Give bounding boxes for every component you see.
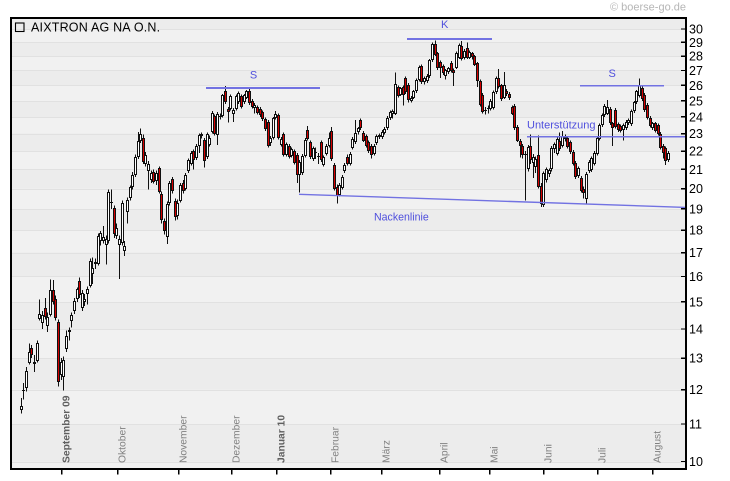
svg-text:Oktober: Oktober — [118, 426, 129, 463]
svg-text:Juni: Juni — [544, 444, 555, 463]
svg-text:20: 20 — [689, 182, 703, 196]
svg-text:September 09: September 09 — [62, 395, 73, 463]
svg-text:Juli: Juli — [598, 448, 609, 463]
svg-text:13: 13 — [689, 352, 703, 366]
svg-text:15: 15 — [689, 295, 703, 309]
svg-text:17: 17 — [689, 246, 703, 260]
svg-text:26: 26 — [689, 79, 703, 93]
svg-text:S: S — [609, 68, 616, 80]
svg-text:11: 11 — [689, 418, 702, 432]
svg-text:Januar 10: Januar 10 — [277, 415, 288, 463]
svg-text:Nackenlinie: Nackenlinie — [374, 211, 429, 223]
svg-text:30: 30 — [689, 23, 703, 37]
svg-text:23: 23 — [689, 127, 703, 141]
svg-text:AIXTRON AG NA O.N.: AIXTRON AG NA O.N. — [31, 21, 160, 35]
svg-text:S: S — [250, 70, 257, 82]
svg-text:29: 29 — [689, 36, 703, 50]
svg-text:K: K — [441, 19, 449, 31]
svg-text:14: 14 — [689, 323, 703, 337]
svg-text:24: 24 — [689, 110, 703, 124]
svg-text:Unterstützung: Unterstützung — [527, 120, 595, 132]
svg-text:18: 18 — [689, 224, 703, 238]
svg-text:April: April — [440, 442, 451, 463]
svg-text:16: 16 — [689, 270, 703, 284]
svg-text:27: 27 — [689, 64, 703, 78]
svg-text:10: 10 — [689, 455, 703, 469]
svg-text:19: 19 — [689, 202, 703, 216]
svg-text:August: August — [653, 431, 664, 463]
svg-text:Dezember: Dezember — [232, 415, 243, 463]
svg-text:November: November — [179, 415, 190, 463]
svg-text:Mai: Mai — [490, 446, 501, 463]
svg-text:© boerse-go.de: © boerse-go.de — [610, 2, 686, 14]
svg-text:22: 22 — [689, 145, 703, 159]
svg-text:März: März — [382, 440, 393, 463]
svg-text:21: 21 — [689, 163, 703, 177]
svg-text:12: 12 — [689, 383, 703, 397]
svg-text:28: 28 — [689, 50, 703, 64]
svg-text:Februar: Februar — [331, 426, 342, 463]
svg-text:25: 25 — [689, 94, 703, 108]
